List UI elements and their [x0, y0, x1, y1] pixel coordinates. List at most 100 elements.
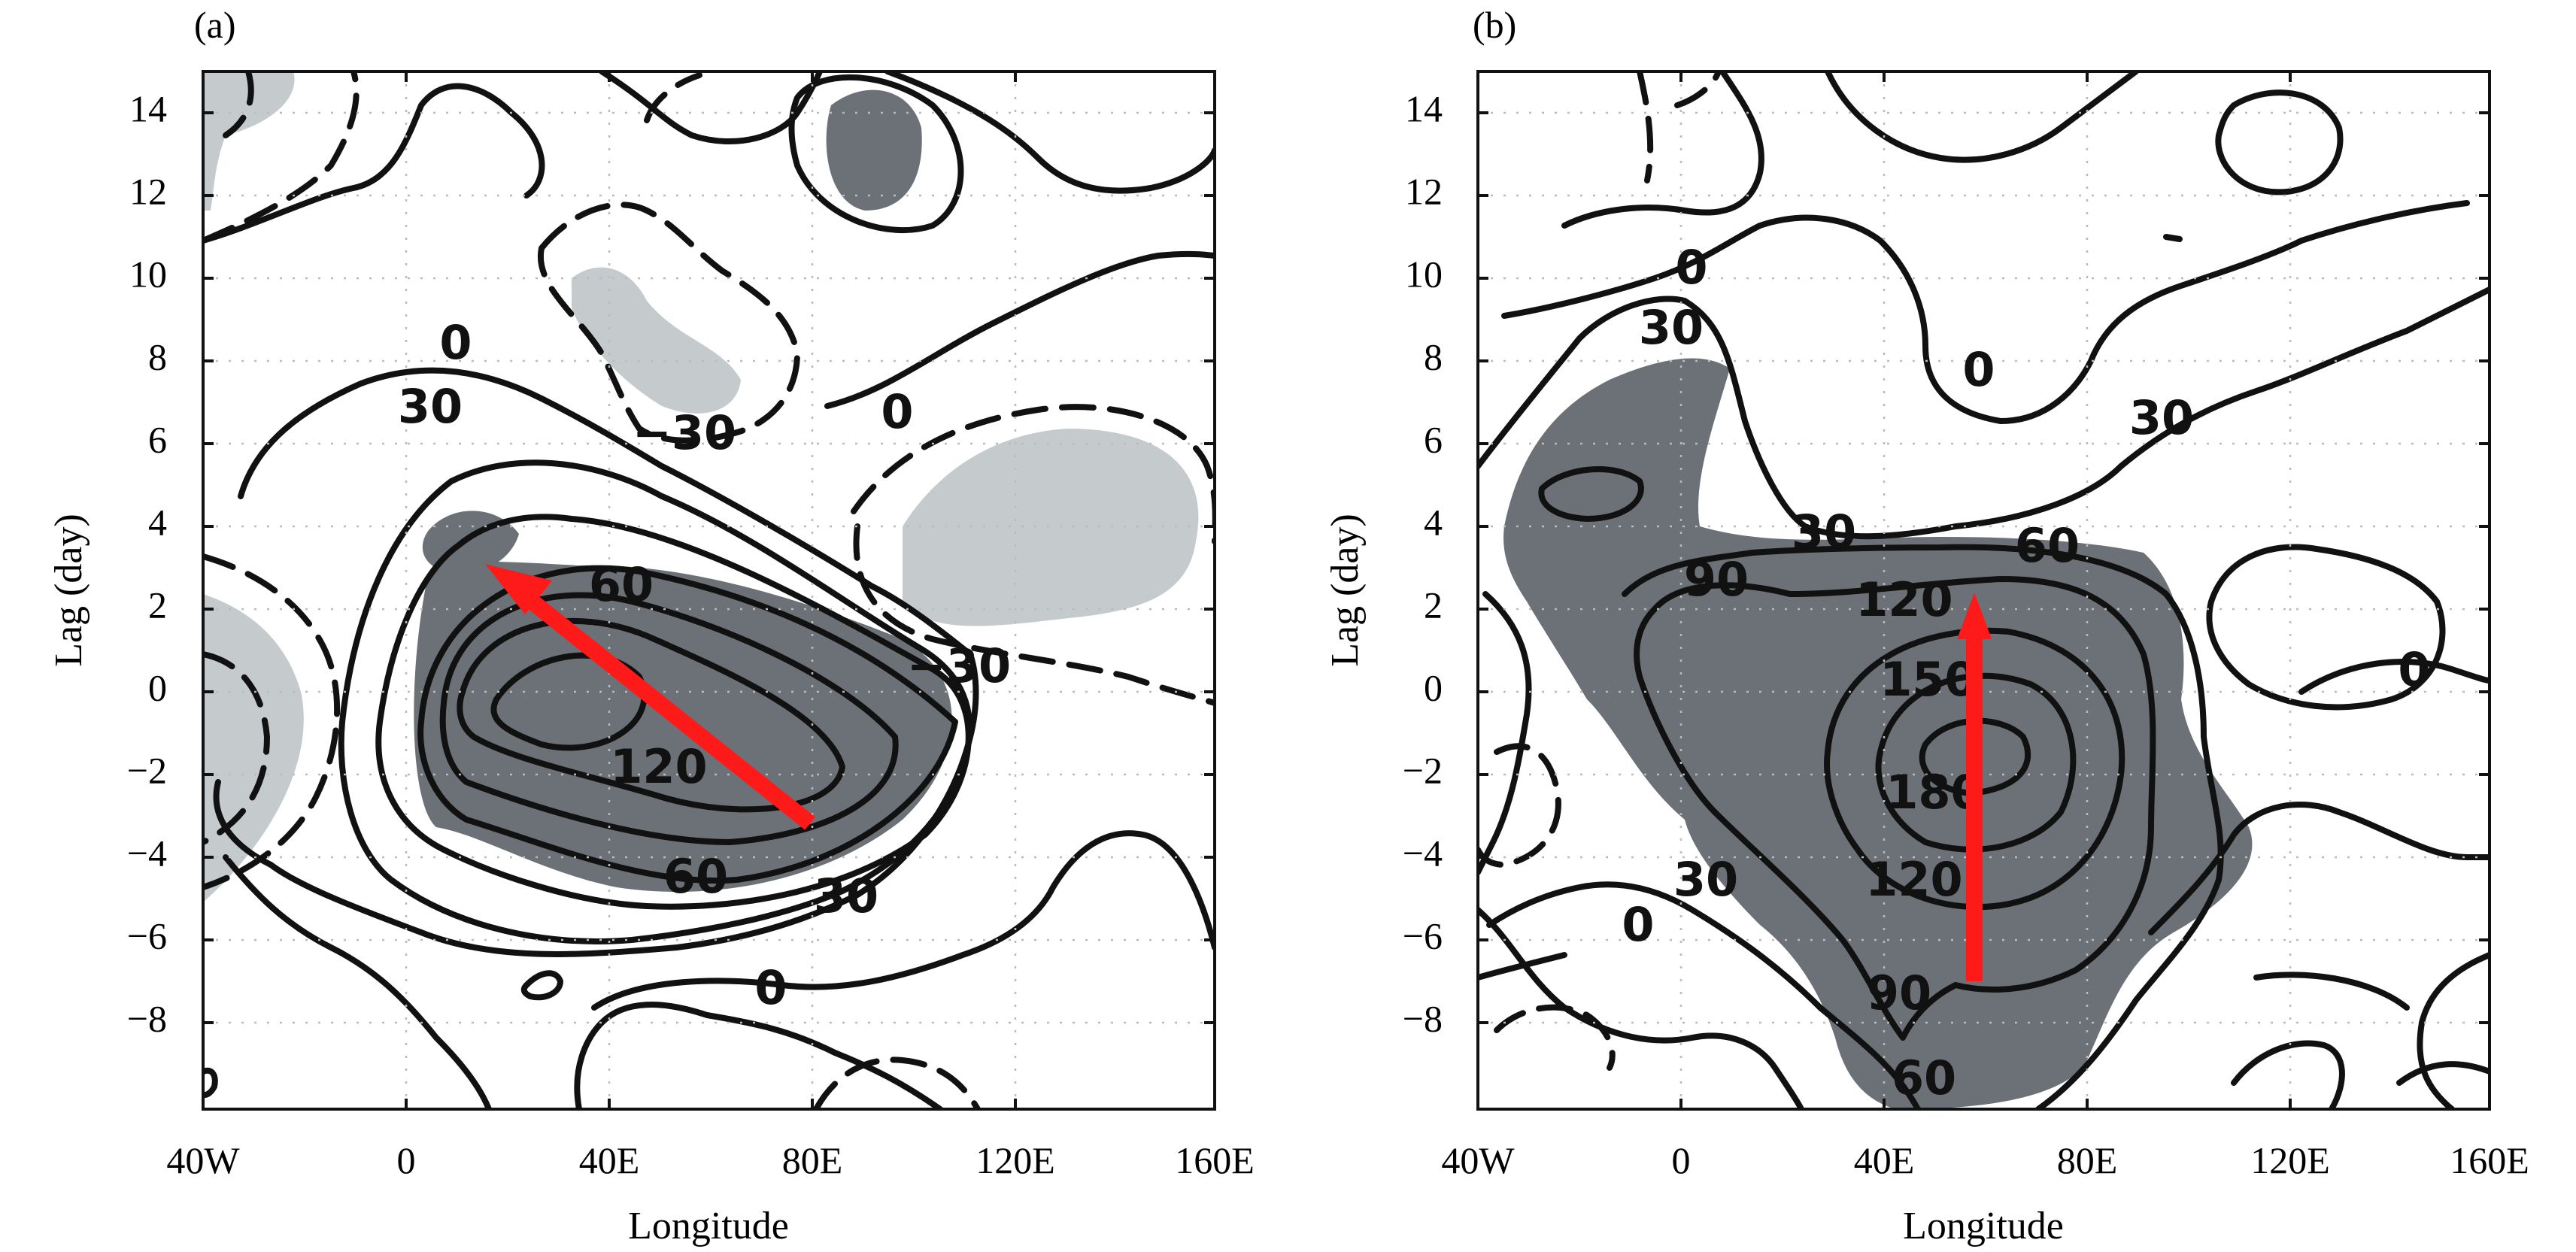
- contour-label: 30: [1639, 300, 1704, 355]
- panel-a-contour: [599, 71, 823, 144]
- y-tick-label: 0: [1424, 666, 1443, 708]
- panel-b-contour: [2215, 89, 2344, 196]
- panel-a-contour: [223, 854, 492, 1109]
- contour-label: 60: [589, 557, 654, 612]
- panel-b-shade-positive: [1503, 358, 2253, 1109]
- panel-a-y-axis: 14 12 10 8 6 4 2 0 −2 −4 −6 −8: [127, 87, 1215, 1039]
- y-tick-label: 14: [1405, 87, 1443, 129]
- x-tick-label: 160E: [1175, 1139, 1255, 1181]
- contour-label: 0: [2398, 642, 2430, 697]
- panel-b-contour: [1478, 286, 2490, 540]
- panel-a-x-axis-title: Longitude: [628, 1205, 789, 1247]
- contour-label: 0: [1675, 240, 1707, 295]
- contour-label: 60: [1892, 1050, 1956, 1105]
- contour-label: 90: [1684, 552, 1749, 607]
- x-tick-label: 0: [397, 1139, 416, 1181]
- y-tick-label: 14: [129, 87, 167, 129]
- panel-a-contour-negative: [813, 1056, 981, 1109]
- panel-b-contour-labels: 0 30 0 30 30 60 90 120 150 180 120 30 0 …: [1622, 240, 2430, 1105]
- panel-b-y-axis: 14 12 10 8 6 4 2 0 −2 −4 −6 −8: [1403, 87, 2490, 1039]
- panel-b-frame: [1476, 70, 2491, 1111]
- contour-label: −30: [633, 405, 736, 460]
- contour-label: 30: [814, 869, 878, 923]
- y-tick-label: −4: [1403, 832, 1443, 874]
- panel-a-field: [203, 71, 1215, 1109]
- panel-b-contour: [2163, 234, 2183, 242]
- panel-a-contour: [203, 83, 545, 244]
- panel-a-contour-negative: [644, 72, 702, 123]
- contour-label: 0: [439, 315, 472, 370]
- panel-a: (a): [47, 4, 1255, 1247]
- panel-a-contour-negative: [223, 71, 254, 138]
- panel-b-contour: [1825, 71, 2139, 163]
- y-tick-label: −4: [127, 832, 167, 874]
- y-tick-label: −2: [1403, 749, 1443, 791]
- panel-b-contour: [1501, 200, 2470, 424]
- panel-b-contour: [1486, 881, 1921, 1109]
- contour-label: 60: [663, 849, 728, 904]
- panel-b-contour: [1478, 591, 1532, 875]
- contour-label: 30: [398, 379, 463, 434]
- panel-b-contour: [2231, 1040, 2345, 1109]
- panel-a-contour: [490, 652, 648, 751]
- panel-b-contour: [1875, 672, 2077, 853]
- y-tick-label: 10: [1405, 253, 1443, 295]
- y-tick-label: 12: [129, 170, 167, 212]
- x-tick-label: 120E: [975, 1139, 1055, 1181]
- panel-a-contour: [884, 71, 1215, 194]
- y-tick-label: 10: [129, 253, 167, 295]
- x-tick-label: 80E: [782, 1139, 843, 1181]
- contour-label: 120: [610, 739, 707, 794]
- panel-b-contour: [1824, 627, 2125, 911]
- contour-label: 30: [1673, 852, 1738, 907]
- panel-b-contour: [1478, 952, 1567, 981]
- contour-label: 0: [754, 960, 787, 1015]
- panel-a-x-axis: 40W 0 40E 80E 120E 160E: [166, 71, 1255, 1181]
- contour-label: 0: [881, 384, 913, 439]
- panel-a-y-axis-title: Lag (day): [47, 514, 90, 667]
- contour-label: −30: [907, 638, 1011, 693]
- y-tick-label: −6: [127, 914, 167, 956]
- y-tick-label: −2: [127, 749, 167, 791]
- panel-a-shade-negative: [903, 429, 1199, 626]
- panel-b-contour-negative: [1478, 743, 1561, 868]
- panel-b-contour: [2206, 544, 2446, 711]
- panel-b-x-axis-title: Longitude: [1903, 1205, 2064, 1247]
- panel-a-contour: [457, 617, 845, 813]
- panel-b-y-axis-title: Lag (day): [1324, 514, 1367, 667]
- panel-a-shade-negative: [203, 71, 295, 211]
- x-tick-label: 40E: [579, 1139, 640, 1181]
- y-tick-label: 2: [148, 584, 167, 626]
- panel-a-contour: [213, 367, 979, 957]
- panel-a-contour-negative: [537, 202, 800, 444]
- panel-a-frame: [202, 70, 1216, 1111]
- x-tick-label: 80E: [2057, 1139, 2118, 1181]
- panel-b-contour: [2417, 952, 2490, 1109]
- panel-a-arrow: [485, 564, 815, 830]
- panel-b-contour: [2298, 659, 2490, 695]
- panel-b-contour-negative: [1674, 71, 1722, 108]
- x-tick-label: 40E: [1854, 1139, 1915, 1181]
- panel-b-contour: [2148, 802, 2490, 935]
- y-tick-label: 6: [1424, 418, 1443, 460]
- contour-label: 30: [2129, 390, 2194, 445]
- panel-a-contour: [788, 74, 964, 234]
- x-tick-label: 160E: [2450, 1139, 2529, 1181]
- y-tick-label: 8: [148, 335, 167, 377]
- contour-label: 90: [1867, 966, 1931, 1020]
- panel-b-x-axis: 40W 0 40E 80E 120E 160E: [1441, 71, 2529, 1181]
- panel-b-contour: [1622, 544, 2224, 1109]
- y-tick-label: 8: [1424, 335, 1443, 377]
- panel-a-contour: [591, 830, 1215, 1011]
- panel-a-contour-negative: [853, 523, 1215, 706]
- y-tick-label: 0: [148, 666, 167, 708]
- panel-b-contour: [2253, 972, 2410, 1011]
- panel-a-contour: [203, 1067, 218, 1099]
- contour-label: 120: [1865, 852, 1962, 907]
- panel-b-contour: [1634, 576, 2156, 1041]
- x-tick-label: 40W: [166, 1139, 240, 1181]
- y-tick-label: 4: [1424, 501, 1443, 543]
- panel-b-contour: [1478, 907, 1804, 1109]
- y-tick-label: 12: [1405, 170, 1443, 212]
- y-tick-label: 4: [148, 501, 167, 543]
